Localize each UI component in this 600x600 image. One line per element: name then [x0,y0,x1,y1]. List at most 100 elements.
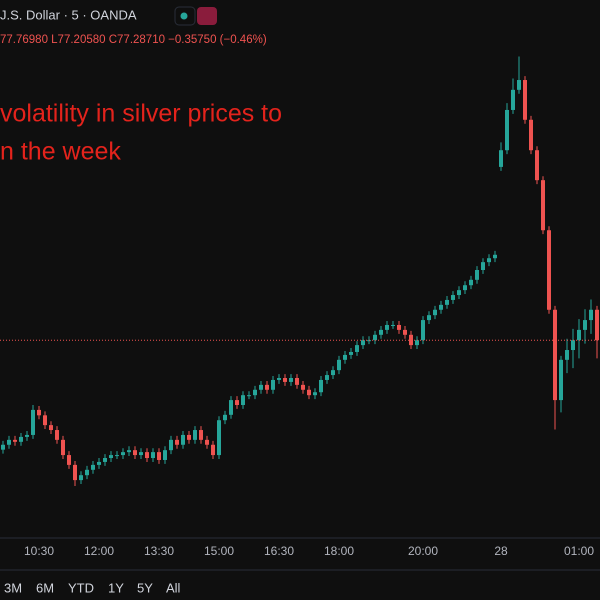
candle-body [439,304,443,310]
candle-body [7,439,11,445]
candle-body [223,414,227,421]
candle-body [385,324,389,330]
candle-body [547,230,551,310]
candle-body [361,340,365,346]
candle-body [235,400,239,405]
candle-body [103,458,107,462]
candle-body [541,180,545,231]
candle-body [379,329,383,335]
candle-body [253,389,257,396]
candle-body [487,258,491,263]
candle-body [553,309,557,401]
candle-body [43,415,47,426]
x-tick-label: 01:00 [564,544,594,558]
candle-body [577,329,581,341]
alert-icon[interactable] [197,7,217,25]
candle-body [499,150,503,167]
candle-body [91,464,95,470]
candle-body [217,420,221,456]
range-button[interactable]: 1Y [108,580,124,595]
candle-body [199,430,203,440]
x-tick-label: 13:30 [144,544,174,558]
candle-body [109,455,113,459]
candle-body [427,315,431,321]
candle-body [565,350,569,360]
candle-body [511,89,515,110]
candle-body [571,340,575,351]
headline: volatility in silver prices to [0,100,282,128]
candle-body [445,299,449,305]
candle-body [79,475,83,481]
candle-body [475,270,479,280]
candle-body [463,285,467,291]
candle-body [457,290,461,296]
candle-body [289,378,293,382]
candle-body [175,439,179,445]
x-tick-label: 28 [494,544,508,558]
candle-body [205,439,209,445]
range-button[interactable]: 3M [4,580,22,595]
candle-body [133,450,137,456]
range-button[interactable]: 5Y [137,580,153,595]
x-tick-label: 15:00 [204,544,234,558]
candle-body [301,384,305,390]
candle-body [277,378,281,380]
candle-body [451,295,455,300]
candle-body [337,359,341,371]
candle-body [529,119,533,151]
candle-body [259,384,263,390]
candle-body [313,392,317,396]
candle-body [187,434,191,440]
candle-body [67,455,71,465]
candle-body [115,455,119,457]
candle-body [241,395,245,405]
candle-body [523,80,527,120]
candle-body [37,409,41,416]
candle-body [421,320,425,341]
x-tick-label: 16:30 [264,544,294,558]
headline: n the week [0,138,121,166]
candle-body [19,436,23,442]
status-box [174,6,196,26]
range-button[interactable]: YTD [68,580,94,595]
candle-body [349,351,353,355]
candle-body [145,452,149,459]
candle-body [157,452,161,460]
candle-body [121,452,125,456]
candle-body [517,80,521,90]
candle-body [535,150,539,181]
candle-body [355,345,359,352]
candle-body [325,375,329,380]
candle-body [31,409,35,435]
candle-body [589,309,593,321]
ohlc-values: 77.76980 L77.20580 C77.28710 −0.35750 (−… [0,34,267,46]
candle-body [49,425,53,431]
candle-body [403,329,407,335]
range-button[interactable]: All [166,580,181,595]
status-dot [180,12,188,20]
candle-body [283,378,287,382]
candle-body [433,309,437,316]
candle-body [343,354,347,360]
candle-body [373,334,377,341]
candle-body [151,452,155,459]
x-tick-label: 20:00 [408,544,438,558]
candle-body [331,370,335,376]
x-tick-label: 10:30 [24,544,54,558]
candle-body [295,378,299,385]
range-buttons: 3M 6M YTD 1Y 5Y All [4,580,181,595]
candle-body [247,395,251,397]
plot-area: 10:30 12:00 13:30 15:00 16:30 18:00 20:00 28 01:… [0,56,600,558]
candle-body [391,324,395,326]
candle-body [505,109,509,151]
candle-body [13,439,17,442]
candle-body [265,384,269,390]
candle-body [55,430,59,440]
candle-body [193,430,197,440]
symbol-title: J.S. Dollar · 5 · OANDA [0,7,137,22]
candle-body [139,452,143,456]
range-button[interactable]: 6M [36,580,54,595]
